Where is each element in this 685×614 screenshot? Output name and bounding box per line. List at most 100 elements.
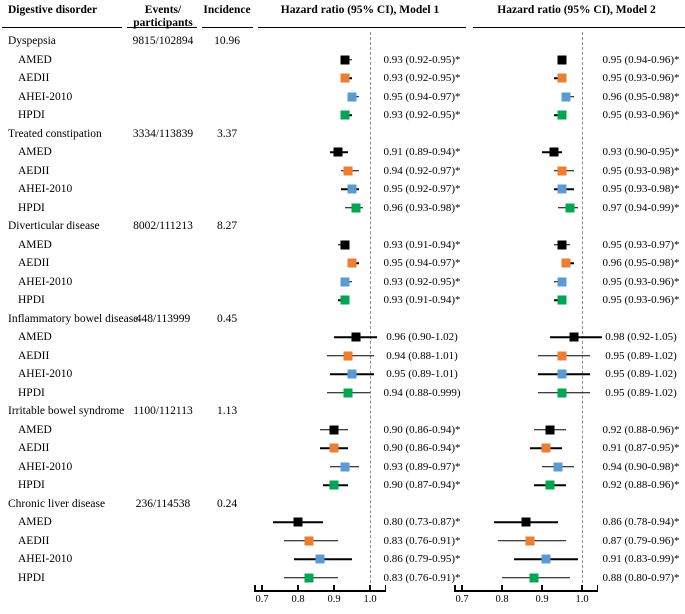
hazard-ratio-text: 0.94 (0.88-1.01)	[386, 349, 458, 362]
x-axis-tick-label: 0.8	[291, 594, 305, 605]
x-axis-tick-label: 1.0	[575, 594, 589, 605]
column-header-events-line2: participants	[133, 16, 193, 29]
point-estimate-marker	[293, 517, 303, 527]
x-axis-endcap	[254, 585, 256, 590]
column-header-incidence: Incidence	[203, 4, 251, 16]
hazard-ratio-text: 0.95 (0.94-0.97)*	[383, 90, 461, 103]
point-estimate-marker	[340, 295, 350, 305]
hazard-ratio-text: 0.86 (0.79-0.95)*	[383, 553, 461, 566]
hazard-ratio-text: 0.95 (0.93-0.96)*	[602, 72, 680, 85]
x-axis-tick	[333, 585, 335, 590]
disorder-label: Chronic liver disease	[8, 497, 106, 510]
hazard-ratio-text: 0.95 (0.89-1.02)	[605, 368, 677, 381]
hazard-ratio-text: 0.93 (0.91-0.94)*	[383, 238, 461, 251]
hazard-ratio-text: 0.95 (0.92-0.97)*	[383, 183, 461, 196]
events-value: 448/113999	[135, 312, 191, 325]
diet-label: AMED	[18, 331, 52, 344]
hazard-ratio-text: 0.83 (0.76-0.91)*	[383, 571, 461, 584]
hazard-ratio-text: 0.93 (0.89-0.97)*	[383, 460, 461, 473]
point-estimate-marker	[545, 480, 555, 490]
point-estimate-marker	[340, 462, 350, 472]
disorder-label: Diverticular disease	[8, 220, 100, 233]
point-estimate-marker	[315, 554, 325, 564]
hazard-ratio-text: 0.95 (0.94-0.96)*	[602, 53, 680, 66]
point-estimate-marker	[343, 166, 353, 176]
header-rule-model1	[258, 27, 466, 28]
events-value: 236/114538	[135, 497, 191, 510]
point-estimate-marker	[343, 388, 353, 398]
x-axis-tick-label: 0.8	[495, 594, 509, 605]
hazard-ratio-text: 0.93 (0.92-0.95)*	[383, 72, 461, 85]
disorder-label: Inflammatory bowel disease	[8, 312, 139, 325]
diet-label: AEDII	[18, 257, 50, 270]
hazard-ratio-text: 0.95 (0.93-0.96)*	[602, 294, 680, 307]
point-estimate-marker	[347, 92, 357, 102]
incidence-value: 8.27	[216, 220, 238, 233]
hazard-ratio-text: 0.94 (0.88-0.999)	[383, 386, 461, 399]
point-estimate-marker	[545, 425, 555, 435]
diet-label: AEDII	[18, 442, 50, 455]
diet-label: HPDI	[18, 294, 45, 307]
x-axis-tick-label: 1.0	[363, 594, 377, 605]
header-rule-incidence	[202, 27, 253, 28]
point-estimate-marker	[565, 203, 575, 213]
point-estimate-marker	[329, 443, 339, 453]
incidence-value: 0.24	[216, 497, 238, 510]
x-axis-endcap	[454, 585, 456, 590]
x-axis-tick	[369, 585, 371, 590]
point-estimate-marker	[557, 351, 567, 361]
diet-label: AMED	[18, 53, 52, 66]
hazard-ratio-text: 0.97 (0.94-0.99)*	[602, 201, 680, 214]
hazard-ratio-text: 0.92 (0.88-0.96)*	[602, 479, 680, 492]
point-estimate-marker	[569, 332, 579, 342]
column-header-disorder: Digestive disorder	[8, 4, 98, 16]
point-estimate-marker	[561, 92, 571, 102]
events-value: 1100/112113	[133, 405, 193, 418]
events-value: 9815/102894	[132, 35, 194, 48]
point-estimate-marker	[557, 369, 567, 379]
point-estimate-marker	[557, 295, 567, 305]
point-estimate-marker	[329, 425, 339, 435]
hazard-ratio-text: 0.91 (0.89-0.94)*	[383, 146, 461, 159]
point-estimate-marker	[557, 55, 567, 65]
hazard-ratio-text: 0.94 (0.90-0.98)*	[602, 460, 680, 473]
x-axis-tick-label: 0.9	[327, 594, 341, 605]
disorder-label: Irritable bowel syndrome	[8, 405, 125, 418]
events-value: 3334/113839	[132, 127, 194, 140]
x-axis-tick	[261, 585, 263, 590]
point-estimate-marker	[521, 517, 531, 527]
column-header-events-line1: Events/	[144, 4, 182, 16]
point-estimate-marker	[340, 240, 350, 250]
disorder-label: Dyspepsia	[8, 35, 56, 48]
point-estimate-marker	[347, 184, 357, 194]
point-estimate-marker	[557, 184, 567, 194]
hazard-ratio-text: 0.95 (0.89-1.02)	[605, 349, 677, 362]
point-estimate-marker	[347, 369, 357, 379]
reference-line-model2	[582, 32, 583, 588]
x-axis-tick-label: 0.7	[255, 594, 269, 605]
point-estimate-marker	[541, 443, 551, 453]
hazard-ratio-text: 0.95 (0.89-1.01)	[386, 368, 458, 381]
incidence-value: 10.96	[214, 35, 240, 48]
reference-line-model1	[370, 32, 371, 588]
x-axis-endcap	[596, 585, 598, 590]
point-estimate-marker	[340, 55, 350, 65]
hazard-ratio-text: 0.96 (0.95-0.98)*	[602, 90, 680, 103]
point-estimate-marker	[343, 351, 353, 361]
point-estimate-marker	[541, 554, 551, 564]
point-estimate-marker	[333, 147, 343, 157]
hazard-ratio-text: 0.96 (0.93-0.98)*	[383, 201, 461, 214]
hazard-ratio-text: 0.93 (0.92-0.95)*	[383, 275, 461, 288]
diet-label: AMED	[18, 146, 52, 159]
diet-label: AHEI-2010	[18, 368, 73, 381]
x-axis-tick	[541, 585, 543, 590]
hazard-ratio-text: 0.95 (0.94-0.97)*	[383, 257, 461, 270]
x-axis-line	[254, 590, 386, 592]
diet-label: HPDI	[18, 201, 45, 214]
x-axis-tick	[581, 585, 583, 590]
point-estimate-marker	[340, 73, 350, 83]
point-estimate-marker	[340, 110, 350, 120]
point-estimate-marker	[549, 147, 559, 157]
point-estimate-marker	[329, 480, 339, 490]
